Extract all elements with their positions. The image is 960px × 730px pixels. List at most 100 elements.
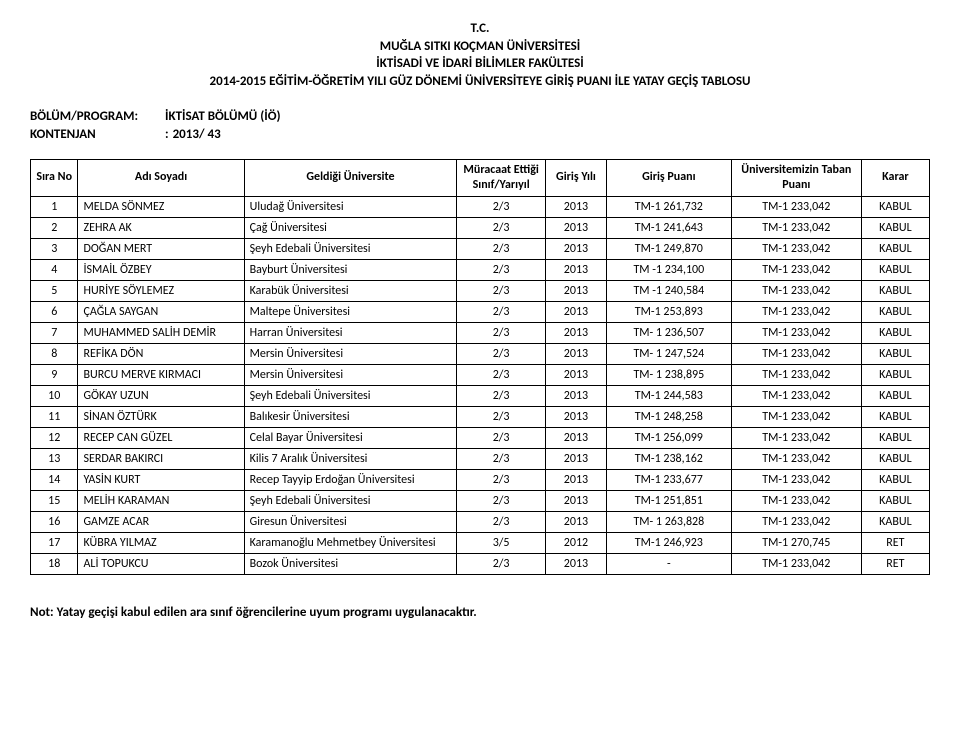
- cell-name: KÜBRA YILMAZ: [78, 532, 244, 553]
- cell-class: 2/3: [457, 343, 546, 364]
- table-header-row: Sıra No Adı Soyadı Geldiği Üniversite Mü…: [31, 159, 930, 196]
- cell-base: TM-1 233,042: [731, 469, 861, 490]
- cell-class: 2/3: [457, 301, 546, 322]
- cell-year: 2013: [546, 343, 607, 364]
- cell-score: TM-1 261,732: [606, 196, 731, 217]
- cell-score: TM- 1 238,895: [606, 364, 731, 385]
- cell-base: TM-1 233,042: [731, 364, 861, 385]
- cell-no: 5: [31, 280, 78, 301]
- cell-no: 18: [31, 553, 78, 574]
- cell-score: TM-1 244,583: [606, 385, 731, 406]
- cell-name: MELDA SÖNMEZ: [78, 196, 244, 217]
- cell-univ: Şeyh Edebali Üniversitesi: [244, 238, 457, 259]
- cell-karar: KABUL: [861, 448, 929, 469]
- cell-univ: Karamanoğlu Mehmetbey Üniversitesi: [244, 532, 457, 553]
- cell-karar: KABUL: [861, 427, 929, 448]
- cell-class: 2/3: [457, 364, 546, 385]
- col-header-name: Adı Soyadı: [78, 159, 244, 196]
- cell-univ: Çağ Üniversitesi: [244, 217, 457, 238]
- cell-no: 4: [31, 259, 78, 280]
- cell-year: 2013: [546, 553, 607, 574]
- cell-no: 12: [31, 427, 78, 448]
- cell-no: 9: [31, 364, 78, 385]
- cell-name: MUHAMMED SALİH DEMİR: [78, 322, 244, 343]
- table-row: 8REFİKA DÖNMersin Üniversitesi2/32013TM-…: [31, 343, 930, 364]
- cell-year: 2013: [546, 238, 607, 259]
- cell-no: 7: [31, 322, 78, 343]
- cell-year: 2013: [546, 490, 607, 511]
- cell-year: 2013: [546, 259, 607, 280]
- cell-univ: Mersin Üniversitesi: [244, 343, 457, 364]
- cell-year: 2013: [546, 196, 607, 217]
- cell-class: 2/3: [457, 490, 546, 511]
- cell-name: GÖKAY UZUN: [78, 385, 244, 406]
- table-row: 18ALİ TOPUKCUBozok Üniversitesi2/32013-T…: [31, 553, 930, 574]
- cell-karar: KABUL: [861, 406, 929, 427]
- cell-name: HURİYE SÖYLEMEZ: [78, 280, 244, 301]
- data-table: Sıra No Adı Soyadı Geldiği Üniversite Mü…: [30, 159, 930, 575]
- cell-base: TM-1 233,042: [731, 406, 861, 427]
- cell-year: 2013: [546, 364, 607, 385]
- cell-no: 11: [31, 406, 78, 427]
- col-header-base: Üniversitemizin Taban Puanı: [731, 159, 861, 196]
- table-row: 15MELİH KARAMANŞeyh Edebali Üniversitesi…: [31, 490, 930, 511]
- header-line-4: 2014-2015 EĞİTİM-ÖĞRETİM YILI GÜZ DÖNEMİ…: [30, 73, 930, 91]
- cell-class: 2/3: [457, 427, 546, 448]
- cell-class: 2/3: [457, 322, 546, 343]
- cell-score: TM- 1 236,507: [606, 322, 731, 343]
- meta-quota-row: KONTENJAN : 2013/ 43: [30, 126, 930, 144]
- cell-univ: Giresun Üniversitesi: [244, 511, 457, 532]
- cell-year: 2013: [546, 511, 607, 532]
- col-header-year: Giriş Yılı: [546, 159, 607, 196]
- table-row: 5HURİYE SÖYLEMEZKarabük Üniversitesi2/32…: [31, 280, 930, 301]
- cell-score: -: [606, 553, 731, 574]
- cell-year: 2013: [546, 469, 607, 490]
- table-row: 14YASİN KURTRecep Tayyip Erdoğan Ünivers…: [31, 469, 930, 490]
- cell-score: TM-1 241,643: [606, 217, 731, 238]
- cell-class: 2/3: [457, 553, 546, 574]
- cell-karar: KABUL: [861, 364, 929, 385]
- cell-class: 2/3: [457, 385, 546, 406]
- cell-karar: KABUL: [861, 385, 929, 406]
- cell-karar: KABUL: [861, 469, 929, 490]
- cell-year: 2013: [546, 406, 607, 427]
- cell-class: 2/3: [457, 196, 546, 217]
- cell-univ: Bozok Üniversitesi: [244, 553, 457, 574]
- cell-score: TM -1 240,584: [606, 280, 731, 301]
- cell-univ: Celal Bayar Üniversitesi: [244, 427, 457, 448]
- cell-score: TM -1 234,100: [606, 259, 731, 280]
- meta-program-row: BÖLÜM/PROGRAM: İKTİSAT BÖLÜMÜ (İÖ): [30, 108, 930, 126]
- cell-base: TM-1 233,042: [731, 553, 861, 574]
- cell-base: TM-1 233,042: [731, 448, 861, 469]
- footnote: Not: Yatay geçişi kabul edilen ara sınıf…: [30, 605, 930, 620]
- cell-class: 2/3: [457, 448, 546, 469]
- col-header-score: Giriş Puanı: [606, 159, 731, 196]
- cell-year: 2013: [546, 385, 607, 406]
- table-row: 1MELDA SÖNMEZUludağ Üniversitesi2/32013T…: [31, 196, 930, 217]
- header-line-3: İKTİSADİ VE İDARİ BİLİMLER FAKÜLTESİ: [30, 55, 930, 73]
- cell-name: İSMAİL ÖZBEY: [78, 259, 244, 280]
- cell-score: TM-1 233,677: [606, 469, 731, 490]
- cell-base: TM-1 233,042: [731, 427, 861, 448]
- header-line-2: MUĞLA SITKI KOÇMAN ÜNİVERSİTESİ: [30, 38, 930, 56]
- meta-quota-value: 2013/ 43: [173, 126, 221, 144]
- cell-year: 2013: [546, 322, 607, 343]
- cell-karar: KABUL: [861, 280, 929, 301]
- cell-karar: RET: [861, 553, 929, 574]
- cell-univ: Bayburt Üniversitesi: [244, 259, 457, 280]
- table-row: 9BURCU MERVE KIRMACIMersin Üniversitesi2…: [31, 364, 930, 385]
- cell-base: TM-1 233,042: [731, 196, 861, 217]
- cell-base: TM-1 233,042: [731, 259, 861, 280]
- col-header-univ: Geldiği Üniversite: [244, 159, 457, 196]
- cell-karar: KABUL: [861, 343, 929, 364]
- cell-base: TM-1 233,042: [731, 385, 861, 406]
- cell-name: REFİKA DÖN: [78, 343, 244, 364]
- table-row: 7MUHAMMED SALİH DEMİRHarran Üniversitesi…: [31, 322, 930, 343]
- table-body: 1MELDA SÖNMEZUludağ Üniversitesi2/32013T…: [31, 196, 930, 574]
- cell-class: 2/3: [457, 217, 546, 238]
- meta-block: BÖLÜM/PROGRAM: İKTİSAT BÖLÜMÜ (İÖ) KONTE…: [30, 108, 930, 144]
- cell-class: 3/5: [457, 532, 546, 553]
- cell-score: TM-1 248,258: [606, 406, 731, 427]
- cell-class: 2/3: [457, 259, 546, 280]
- cell-univ: Şeyh Edebali Üniversitesi: [244, 385, 457, 406]
